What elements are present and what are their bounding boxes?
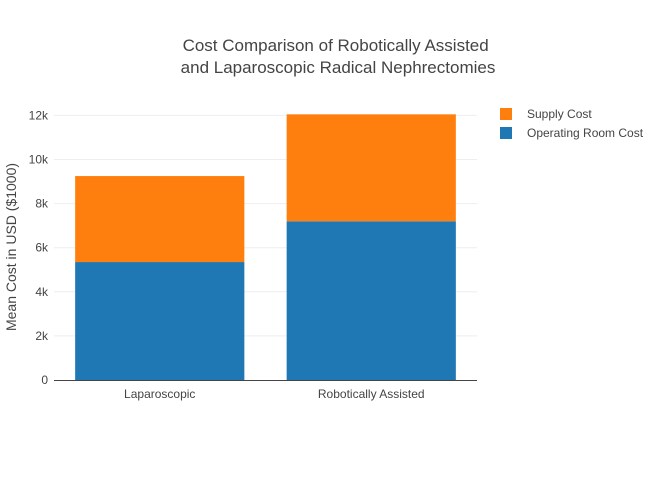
x-tick-label: Laparoscopic xyxy=(124,387,195,401)
bar-supply-cost-robotically-assisted[interactable] xyxy=(286,114,456,222)
y-tick-label: 8k xyxy=(35,197,49,211)
y-tick-labels: 0 2k 4k 6k 8k 10k 12k xyxy=(29,108,49,387)
y-tick-label: 10k xyxy=(29,153,49,167)
y-tick-label: 2k xyxy=(35,329,49,343)
y-tick-label: 4k xyxy=(35,285,49,299)
y-tick-label: 12k xyxy=(29,108,49,122)
legend-swatch xyxy=(500,108,512,120)
chart-title-line-1: Cost Comparison of Robotically Assisted xyxy=(183,36,489,55)
bars xyxy=(75,114,456,380)
legend-swatch xyxy=(500,127,512,139)
x-tick-labels: Laparoscopic Robotically Assisted xyxy=(124,387,425,401)
bar-supply-cost-laparoscopic[interactable] xyxy=(75,176,245,263)
chart-title: Cost Comparison of Robotically Assisted … xyxy=(181,36,496,77)
y-tick-label: 6k xyxy=(35,241,49,255)
x-tick-label: Robotically Assisted xyxy=(318,387,425,401)
legend-label: Supply Cost xyxy=(527,107,592,121)
bar-operating-room-cost-robotically-assisted[interactable] xyxy=(286,221,456,380)
y-tick-label: 0 xyxy=(41,373,48,387)
legend[interactable]: Supply Cost Operating Room Cost xyxy=(500,107,644,140)
legend-item-operating-room-cost[interactable]: Operating Room Cost xyxy=(500,126,644,140)
bar-operating-room-cost-laparoscopic[interactable] xyxy=(75,262,245,380)
y-axis-title: Mean Cost in USD ($1000) xyxy=(3,163,19,331)
legend-item-supply-cost[interactable]: Supply Cost xyxy=(500,107,592,121)
chart-title-line-2: and Laparoscopic Radical Nephrectomies xyxy=(181,58,496,77)
legend-label: Operating Room Cost xyxy=(527,126,644,140)
